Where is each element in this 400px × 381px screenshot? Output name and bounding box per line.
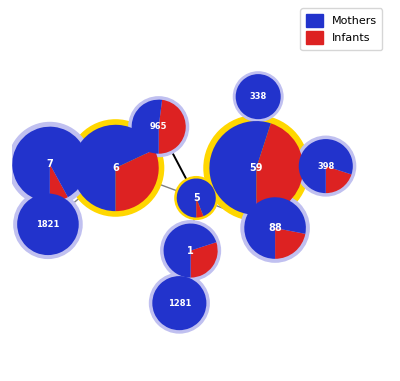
Wedge shape	[164, 224, 216, 278]
Text: 88: 88	[268, 223, 282, 233]
Wedge shape	[326, 166, 352, 193]
Circle shape	[295, 136, 356, 197]
Wedge shape	[244, 197, 306, 259]
Wedge shape	[152, 276, 206, 330]
Text: 338: 338	[250, 92, 267, 101]
Circle shape	[7, 122, 92, 207]
Wedge shape	[116, 150, 159, 211]
Circle shape	[13, 189, 83, 259]
Wedge shape	[275, 228, 305, 259]
Circle shape	[203, 115, 309, 221]
Text: 398: 398	[317, 162, 334, 171]
Wedge shape	[12, 126, 87, 202]
Wedge shape	[17, 194, 79, 255]
Text: 1281: 1281	[168, 299, 191, 307]
Wedge shape	[209, 121, 271, 215]
Text: 1: 1	[187, 246, 194, 256]
Wedge shape	[191, 242, 218, 278]
Wedge shape	[132, 100, 162, 154]
Wedge shape	[196, 198, 204, 218]
Wedge shape	[299, 139, 353, 193]
Wedge shape	[159, 100, 186, 154]
Text: 965: 965	[150, 122, 168, 131]
Text: 5: 5	[193, 193, 200, 203]
Circle shape	[240, 193, 310, 263]
Legend: Mothers, Infants: Mothers, Infants	[300, 8, 382, 50]
Wedge shape	[256, 123, 303, 215]
Circle shape	[128, 96, 189, 157]
Circle shape	[149, 272, 210, 334]
Circle shape	[67, 119, 164, 217]
Text: 1821: 1821	[36, 220, 60, 229]
Circle shape	[174, 176, 218, 220]
Text: 7: 7	[46, 159, 53, 169]
Wedge shape	[177, 178, 216, 218]
Circle shape	[233, 71, 284, 122]
Text: 59: 59	[250, 163, 263, 173]
Wedge shape	[72, 125, 154, 211]
Text: 6: 6	[112, 163, 119, 173]
Wedge shape	[50, 164, 68, 202]
Wedge shape	[236, 74, 281, 119]
Circle shape	[160, 220, 221, 281]
